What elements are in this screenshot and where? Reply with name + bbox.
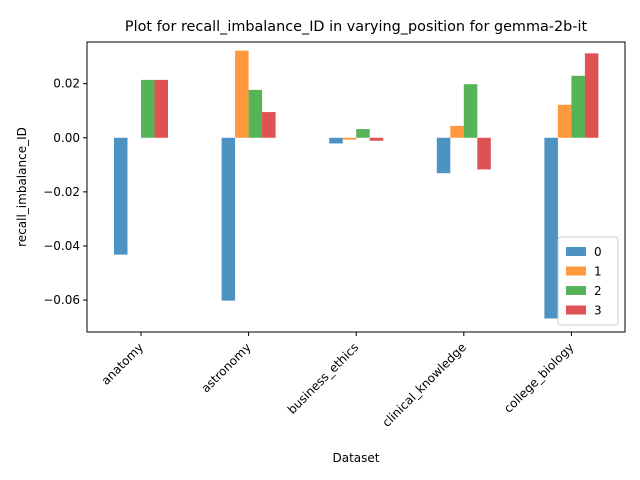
- legend-label-2: 2: [594, 284, 602, 298]
- bar-series-0-college_biology: [544, 137, 558, 319]
- y-tick-label: −0.06: [43, 293, 80, 307]
- legend-label-3: 3: [594, 304, 602, 318]
- bar-series-1-clinical_knowledge: [450, 125, 464, 138]
- y-tick-label: 0.00: [53, 131, 80, 145]
- bar-series-2-anatomy: [141, 79, 155, 138]
- bar-series-0-astronomy: [221, 137, 236, 301]
- bar-series-3-anatomy: [154, 79, 168, 138]
- bar-series-3-clinical_knowledge: [477, 137, 491, 170]
- bar-series-1-business_ethics: [342, 137, 357, 140]
- chart-title: Plot for recall_imbalance_ID in varying_…: [125, 19, 588, 35]
- legend-swatch-3: [566, 305, 586, 315]
- y-tick-label: −0.02: [43, 185, 80, 199]
- bar-series-2-college_biology: [571, 75, 585, 138]
- y-tick-label: 0.02: [53, 77, 80, 91]
- bar-series-3-business_ethics: [369, 137, 384, 141]
- legend-swatch-1: [566, 266, 586, 276]
- legend-swatch-2: [566, 286, 586, 295]
- legend-box: [557, 236, 619, 326]
- bars-group: [114, 50, 599, 319]
- bar-series-2-astronomy: [248, 89, 263, 138]
- bar-series-2-business_ethics: [356, 129, 370, 138]
- legend-label-0: 0: [594, 245, 602, 259]
- bar-series-3-college_biology: [584, 53, 599, 138]
- bar-series-0-anatomy: [114, 137, 128, 255]
- bar-series-3-astronomy: [262, 112, 276, 138]
- y-axis: −0.06 −0.04 −0.02 0.00 0.02: [43, 77, 87, 307]
- bar-series-0-business_ethics: [329, 137, 343, 144]
- legend-label-1: 1: [594, 265, 602, 279]
- bar-series-2-clinical_knowledge: [463, 84, 478, 138]
- bar-series-1-astronomy: [235, 50, 249, 138]
- x-axis-title: Dataset: [333, 451, 380, 465]
- y-axis-title: recall_imbalance_ID: [15, 127, 29, 247]
- legend: 0 1 2 3: [557, 236, 619, 326]
- y-tick-label: −0.04: [43, 239, 80, 253]
- legend-swatch-0: [566, 247, 586, 256]
- bar-series-1-college_biology: [557, 104, 572, 138]
- bar-series-0-clinical_knowledge: [436, 137, 451, 174]
